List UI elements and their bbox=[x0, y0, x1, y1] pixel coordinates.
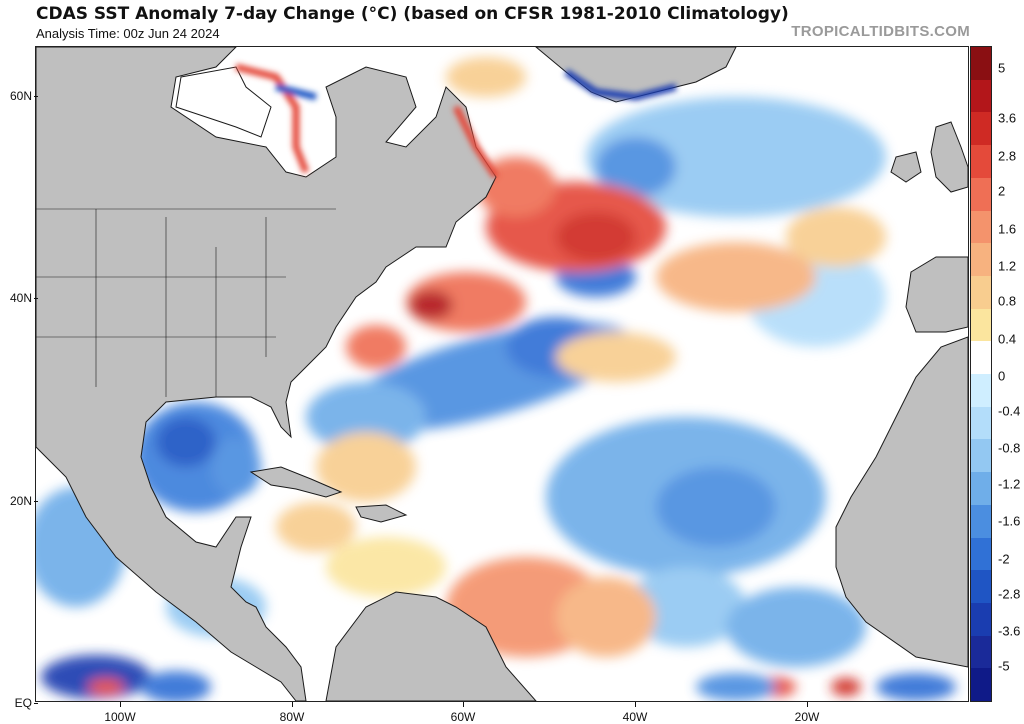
analysis-time: Analysis Time: 00z Jun 24 2024 bbox=[36, 26, 220, 41]
colorbar-segment bbox=[971, 145, 991, 179]
sst-anomaly-map bbox=[35, 46, 969, 702]
colorbar-segment bbox=[971, 504, 991, 538]
colorbar-segment bbox=[971, 243, 991, 277]
colorbar-label: 3.6 bbox=[998, 110, 1017, 126]
colorbar-label: -0.8 bbox=[998, 440, 1021, 456]
colorbar-segment bbox=[971, 602, 991, 637]
colorbar-segment bbox=[971, 668, 991, 702]
colorbar-segment bbox=[971, 177, 991, 211]
colorbar-label: -2.8 bbox=[998, 586, 1021, 602]
land bbox=[36, 47, 968, 701]
colorbar-segment bbox=[971, 635, 991, 669]
colorbar bbox=[970, 46, 992, 702]
longitude-tick bbox=[635, 702, 636, 707]
borders bbox=[36, 208, 336, 397]
colorbar-label: -3.6 bbox=[998, 623, 1021, 639]
longitude-tick bbox=[463, 702, 464, 707]
colorbar-label: 0.8 bbox=[998, 293, 1017, 309]
coastal-fringe bbox=[235, 63, 677, 179]
longitude-label: 100W bbox=[104, 710, 136, 724]
colorbar-segment bbox=[971, 439, 991, 473]
longitude-label: 80W bbox=[279, 710, 305, 724]
colorbar-segment bbox=[971, 570, 991, 604]
colorbar-segment bbox=[971, 47, 991, 81]
colorbar-segment bbox=[971, 406, 991, 440]
colorbar-label: 0 bbox=[998, 368, 1006, 384]
longitude-tick bbox=[807, 702, 808, 707]
colorbar-label: 2 bbox=[998, 183, 1006, 199]
colorbar-label: 5 bbox=[998, 60, 1006, 76]
colorbar-label: 1.2 bbox=[998, 258, 1017, 274]
colorbar-segment bbox=[971, 374, 991, 408]
colorbar-segment bbox=[971, 275, 991, 310]
colorbar-segment bbox=[971, 341, 991, 375]
colorbar-label: -0.4 bbox=[998, 403, 1021, 419]
latitude-label: 40N bbox=[9, 291, 39, 305]
colorbar-label: -1.6 bbox=[998, 513, 1021, 529]
colorbar-segment bbox=[971, 472, 991, 506]
colorbar-segment bbox=[971, 79, 991, 113]
sea-ice bbox=[175, 66, 272, 138]
colorbar-label: 1.6 bbox=[998, 221, 1017, 237]
latitude-label: EQ bbox=[14, 696, 39, 710]
colorbar-segment bbox=[971, 210, 991, 244]
colorbar-label: -2 bbox=[998, 551, 1010, 567]
colorbar-label: -5 bbox=[998, 658, 1010, 674]
longitude-tick bbox=[292, 702, 293, 707]
longitude-label: 60W bbox=[450, 710, 476, 724]
latitude-label: 20N bbox=[9, 494, 39, 508]
colorbar-label: 0.4 bbox=[998, 331, 1017, 347]
colorbar-label: 2.8 bbox=[998, 148, 1017, 164]
colorbar-segment bbox=[971, 308, 991, 342]
source-credit: TROPICALTIDBITS.COM bbox=[791, 23, 970, 40]
colorbar-label: -1.2 bbox=[998, 476, 1021, 492]
longitude-label: 20W bbox=[794, 710, 820, 724]
longitude-label: 40W bbox=[622, 710, 648, 724]
colorbar-segment bbox=[971, 112, 991, 146]
colorbar-segment bbox=[971, 537, 991, 571]
latitude-label: 60N bbox=[9, 89, 39, 103]
longitude-tick bbox=[120, 702, 121, 707]
map-title: CDAS SST Anomaly 7-day Change (°C) (base… bbox=[36, 4, 789, 24]
